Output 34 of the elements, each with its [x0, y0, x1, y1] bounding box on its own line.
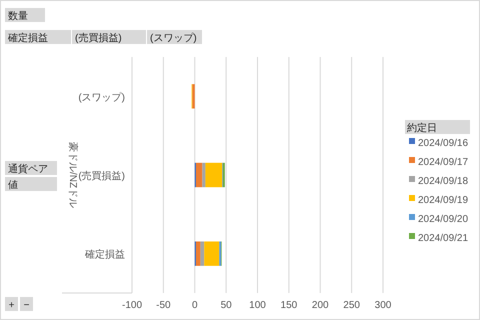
legend-label: 2024/09/18 — [418, 176, 468, 187]
bar — [205, 162, 222, 188]
legend-label: 2024/09/20 — [418, 214, 468, 225]
bar — [196, 241, 200, 266]
text: + — [8, 300, 15, 311]
legend-label: 2024/09/17 — [418, 157, 468, 168]
x-tick-label: 150 — [280, 300, 298, 311]
x-tick-label: 0 — [192, 300, 198, 311]
bar — [196, 162, 202, 188]
bar — [192, 84, 195, 109]
bar — [204, 241, 220, 266]
text: 通貨ペア — [8, 163, 48, 175]
text: 確定損益 — [7, 32, 48, 44]
legend-title: 約定日 — [407, 122, 437, 134]
legend-label: 2024/09/16 — [418, 138, 468, 149]
y-tick-label: 確定損益 — [84, 248, 125, 261]
text: − — [24, 300, 30, 311]
x-tick-label: -50 — [156, 300, 172, 311]
x-tick-label: 250 — [343, 300, 360, 311]
y-tick-label: (売買損益) — [78, 170, 125, 182]
legend-label: 2024/09/21 — [418, 233, 468, 244]
x-tick-label: -100 — [122, 300, 142, 311]
x-tick-label: 200 — [312, 300, 330, 311]
text: (スワップ) — [150, 32, 197, 44]
x-tick-label: 50 — [220, 300, 232, 311]
x-tick-label: 300 — [374, 300, 392, 311]
bar — [200, 241, 204, 266]
text: 数量 — [8, 11, 28, 22]
y-axis-title: 豪ドル/NZドル — [67, 142, 79, 208]
y-tick-label: (スワップ) — [78, 91, 125, 104]
bar — [202, 162, 206, 188]
x-tick-label: 100 — [249, 300, 266, 311]
legend-label: 2024/09/19 — [418, 195, 468, 206]
text: 値 — [8, 179, 18, 191]
